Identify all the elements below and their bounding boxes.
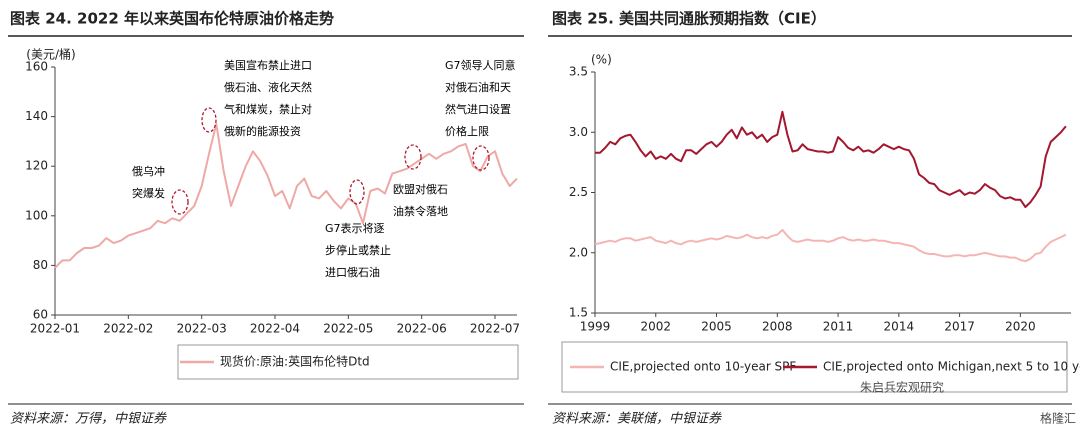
series-line xyxy=(595,110,1067,208)
x-tick-label: 2022-01 xyxy=(30,322,80,336)
series-line xyxy=(594,228,1067,263)
legend-label: 现货价:原油:英国布伦特Dtd xyxy=(220,354,370,369)
watermark: 朱启兵宏观研究 xyxy=(860,380,944,395)
x-tick-label: 2011 xyxy=(823,320,854,334)
chart-title: 图表 25. 美国共同通胀预期指数（CIE） xyxy=(552,10,826,28)
source-note: 资料来源：美联储，中银证券 xyxy=(552,412,722,427)
annotation-marker xyxy=(404,144,422,170)
y-tick-label: 3.5 xyxy=(569,65,588,79)
annotation-marker xyxy=(171,189,189,215)
y-tick-label: 2.5 xyxy=(569,185,588,199)
y-tick-label: 2.0 xyxy=(569,245,588,259)
y-tick-label: 3.0 xyxy=(569,125,588,139)
x-tick-label: 2022-05 xyxy=(323,322,373,336)
x-tick-label: 2020 xyxy=(1005,320,1036,334)
y-tick-label: 1.5 xyxy=(569,306,588,320)
legend-label: CIE,projected onto 10-year SPF xyxy=(610,360,796,374)
series-line xyxy=(54,123,518,269)
annotation: 对俄石油和天 xyxy=(445,80,511,94)
annotation: G7表示将逐 xyxy=(325,221,385,235)
x-tick-label: 2022-06 xyxy=(397,322,447,336)
annotation: 然气进口设置 xyxy=(445,102,511,116)
y-tick-label: 140 xyxy=(25,109,48,123)
annotation: 俄石油、液化天然 xyxy=(224,80,312,94)
x-tick-label: 2022-02 xyxy=(103,322,153,336)
x-tick-label: 2022-03 xyxy=(177,322,227,336)
annotation: 气和煤炭，禁止对 xyxy=(224,102,312,116)
legend-box xyxy=(177,344,519,380)
annotation: 油禁令落地 xyxy=(393,204,448,218)
x-tick-label: 2002 xyxy=(640,320,671,334)
y-tick-label: 60 xyxy=(33,308,48,322)
annotation: 价格上限 xyxy=(445,124,489,138)
annotation: 进口俄石油 xyxy=(325,265,380,279)
legend-box xyxy=(561,341,1068,393)
annotation: 美国宣布禁止进口 xyxy=(224,58,312,72)
x-tick-label: 2014 xyxy=(884,320,915,334)
x-tick-label: 2017 xyxy=(944,320,975,334)
watermark: 格隆汇 xyxy=(1040,411,1076,426)
y-tick-label: 100 xyxy=(25,208,48,222)
annotation-marker xyxy=(472,145,490,171)
annotation: G7领导人同意 xyxy=(445,58,516,72)
legend-label: CIE,projected onto Michigan,next 5 to 10… xyxy=(823,360,1080,374)
annotation: 欧盟对俄石 xyxy=(393,182,448,196)
x-tick-label: 1999 xyxy=(580,320,611,334)
x-tick-label: 2022-04 xyxy=(250,322,300,336)
y-tick-label: 120 xyxy=(25,159,48,173)
x-tick-label: 2005 xyxy=(701,320,732,334)
annotation-marker xyxy=(201,107,217,133)
annotation: 步停止或禁止 xyxy=(325,243,391,257)
annotation: 突爆发 xyxy=(132,186,165,200)
annotation: 俄乌冲 xyxy=(132,164,165,178)
y-axis-unit: (%) xyxy=(591,53,612,67)
y-tick-label: 160 xyxy=(25,60,48,74)
y-axis-unit: (美元/桶) xyxy=(26,47,75,62)
source-note: 资料来源：万得，中银证券 xyxy=(10,412,167,427)
annotation-marker xyxy=(349,179,365,205)
chart-title: 图表 24. 2022 年以来英国布伦特原油价格走势 xyxy=(10,10,334,28)
x-tick-label: 2022-07 xyxy=(470,322,520,336)
y-tick-label: 80 xyxy=(33,258,48,272)
x-tick-label: 2008 xyxy=(762,320,793,334)
annotation: 俄新的能源投资 xyxy=(224,124,301,138)
